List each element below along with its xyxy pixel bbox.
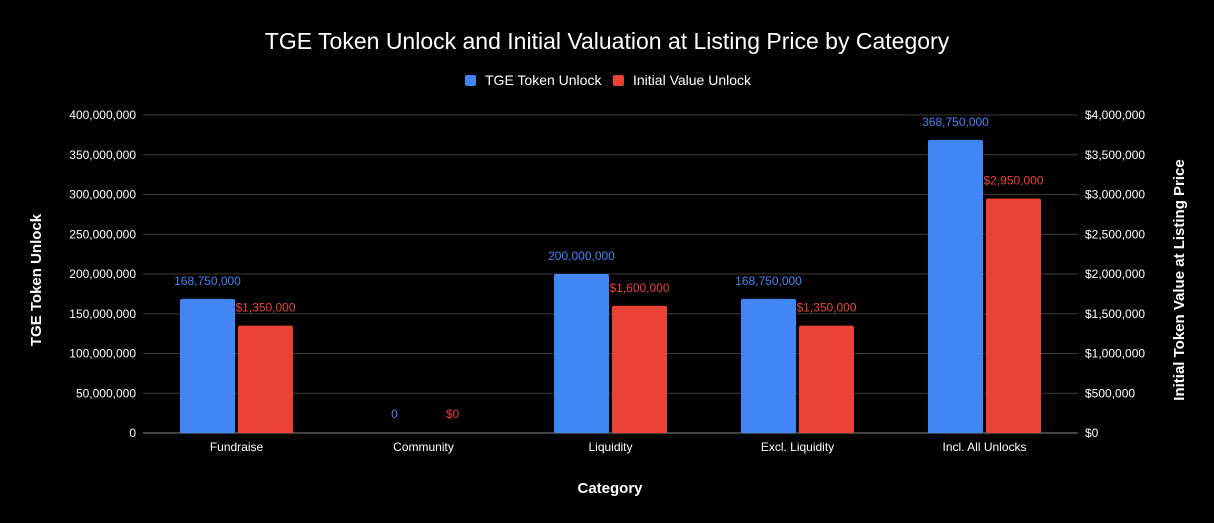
data-label: 168,750,000 xyxy=(174,274,241,288)
x-tick-label: Incl. All Unlocks xyxy=(942,440,1026,454)
y2-axis-label: Initial Token Value at Listing Price xyxy=(1171,159,1188,400)
data-label: 168,750,000 xyxy=(735,274,802,288)
x-tick-label: Liquidity xyxy=(588,440,632,454)
data-label: $2,950,000 xyxy=(983,173,1043,187)
y-axis-label: TGE Token Unlock xyxy=(28,213,45,346)
bar-tge-token-unlock xyxy=(741,298,796,433)
y2-tick-label: $2,000,000 xyxy=(1085,267,1145,281)
y-tick-label: 50,000,000 xyxy=(76,386,136,400)
y-tick-label: 100,000,000 xyxy=(69,347,136,361)
y-tick-label: 300,000,000 xyxy=(69,188,136,202)
bar-initial-value-unlock xyxy=(986,198,1041,433)
y-tick-label: 200,000,000 xyxy=(69,267,136,281)
y-tick-label: 350,000,000 xyxy=(69,148,136,162)
chart-title: TGE Token Unlock and Initial Valuation a… xyxy=(265,28,950,54)
data-label: 368,750,000 xyxy=(922,115,989,129)
legend-swatch-value xyxy=(613,75,624,86)
data-label: $1,600,000 xyxy=(609,281,669,295)
y2-tick-label: $500,000 xyxy=(1085,386,1135,400)
y2-tick-label: $3,000,000 xyxy=(1085,188,1145,202)
bar-initial-value-unlock xyxy=(238,325,293,433)
bar-tge-token-unlock xyxy=(554,274,609,433)
legend-swatch-tge xyxy=(465,75,476,86)
bar-tge-token-unlock xyxy=(928,139,983,433)
bar-initial-value-unlock xyxy=(612,305,667,433)
legend-label-tge: TGE Token Unlock xyxy=(485,72,602,88)
y2-tick-label: $3,500,000 xyxy=(1085,148,1145,162)
y2-tick-label: $0 xyxy=(1085,426,1099,440)
x-axis-label: Category xyxy=(577,480,643,497)
legend: TGE Token Unlock Initial Value Unlock xyxy=(465,72,752,88)
y2-tick-label: $1,000,000 xyxy=(1085,347,1145,361)
y2-tick-label: $2,500,000 xyxy=(1085,227,1145,241)
data-label: 200,000,000 xyxy=(548,249,615,263)
data-label: $0 xyxy=(446,407,460,421)
y-tick-label: 0 xyxy=(129,426,136,440)
y-tick-label: 400,000,000 xyxy=(69,108,136,122)
y2-tick-label: $1,500,000 xyxy=(1085,307,1145,321)
y-tick-label: 250,000,000 xyxy=(69,227,136,241)
x-tick-label: Community xyxy=(393,440,454,454)
x-tick-label: Fundraise xyxy=(210,440,264,454)
data-label: $1,350,000 xyxy=(235,301,295,315)
y2-tick-label: $4,000,000 xyxy=(1085,108,1145,122)
data-label: 0 xyxy=(391,407,398,421)
bar-initial-value-unlock xyxy=(799,325,854,433)
y-tick-label: 150,000,000 xyxy=(69,307,136,321)
legend-label-value: Initial Value Unlock xyxy=(633,72,752,88)
data-label: $1,350,000 xyxy=(796,301,856,315)
bar-tge-token-unlock xyxy=(180,298,235,433)
x-tick-label: Excl. Liquidity xyxy=(761,440,834,454)
